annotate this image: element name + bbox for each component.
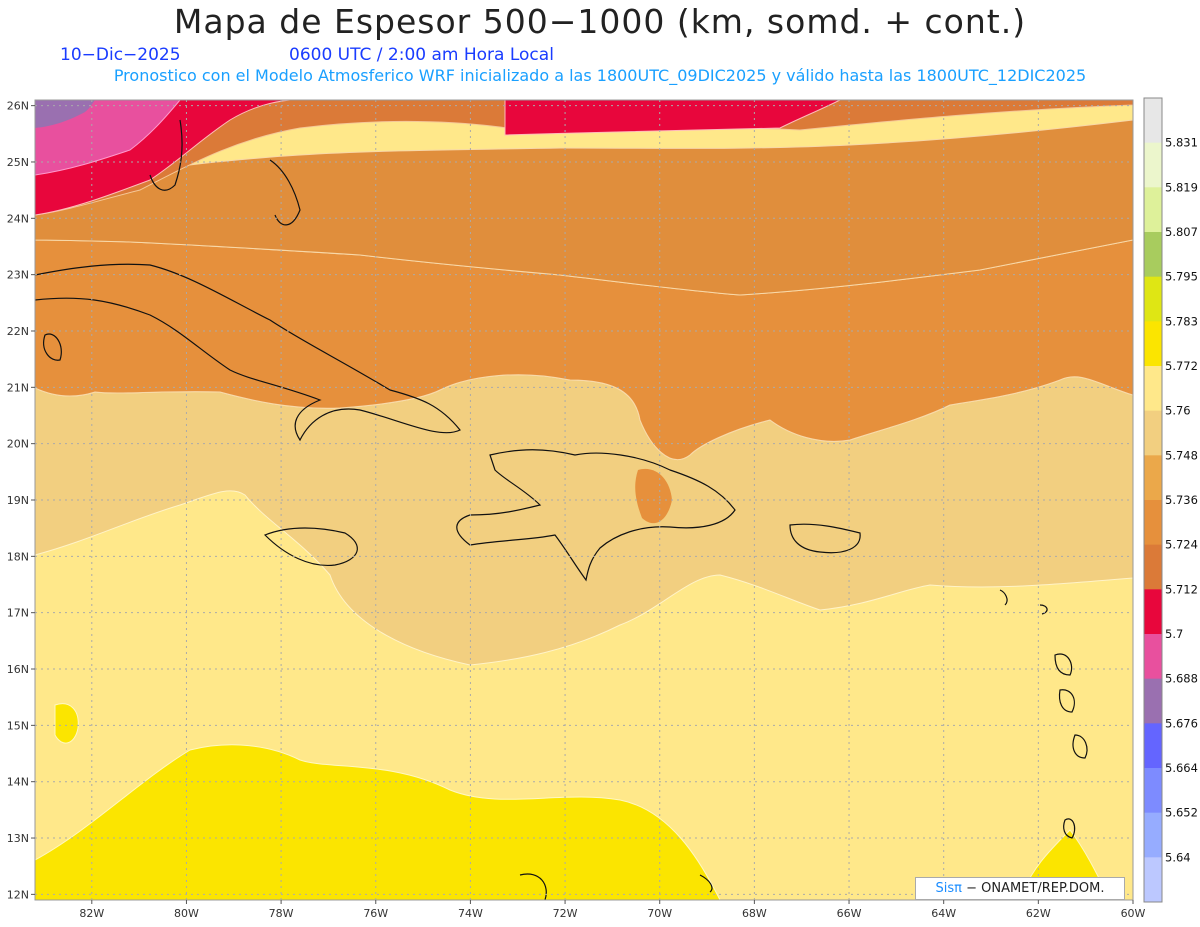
forecast-subtitle: Pronostico con el Modelo Atmosferico WRF… <box>113 66 1087 85</box>
colorbar-label: 5.772 <box>1165 359 1198 373</box>
lon-label: 62W <box>1026 907 1051 920</box>
lat-label: 24N <box>7 212 29 225</box>
credit-text: − ONAMET/REP.DOM. <box>966 881 1105 896</box>
credit-brand: Sisπ <box>935 881 962 896</box>
lat-label: 18N <box>7 550 29 563</box>
lon-label: 74W <box>458 907 483 920</box>
colorbar: 5.831 5.819 5.807 5.795 5.783 5.772 5.76 5.748 5… <box>1143 97 1198 903</box>
colorbar-swatch <box>1144 678 1162 724</box>
colorbar-label: 5.664 <box>1165 761 1198 775</box>
colorbar-label: 5.76 <box>1165 404 1191 418</box>
lat-label: 25N <box>7 156 29 169</box>
forecast-time: 0600 UTC / 2:00 am Hora Local <box>289 45 554 65</box>
lat-label: 16N <box>7 663 29 676</box>
colorbar-label: 5.688 <box>1165 672 1198 686</box>
colorbar-label: 5.831 <box>1165 136 1198 150</box>
coastlines <box>35 119 1088 900</box>
colorbar-swatch <box>1144 500 1162 546</box>
lat-label: 20N <box>7 438 29 451</box>
map-title: Mapa de Espesor 500−1000 (km, somd. + co… <box>173 2 1027 41</box>
lat-label: 22N <box>7 325 29 338</box>
lat-label: 12N <box>7 888 29 901</box>
colorbar-label: 5.783 <box>1165 314 1198 328</box>
colorbar-label: 5.819 <box>1165 180 1198 194</box>
lat-label: 15N <box>7 719 29 732</box>
longitude-labels: 82W 80W 78W 76W 74W 72W 70W 68W 66W 64W 62W 60W <box>79 900 1146 920</box>
colorbar-swatch <box>1144 232 1162 278</box>
colorbar-swatch <box>1144 634 1162 680</box>
colorbar-label: 5.807 <box>1165 225 1198 239</box>
colorbar-swatch <box>1144 455 1162 501</box>
colorbar-swatch <box>1144 321 1162 367</box>
credit-box: Sisπ − ONAMET/REP.DOM. <box>915 877 1125 900</box>
colorbar-swatch <box>1144 544 1162 590</box>
forecast-date: 10−Dic−2025 <box>60 45 181 65</box>
lat-label: 13N <box>7 832 29 845</box>
colorbar-swatch <box>1144 812 1162 858</box>
lat-label: 14N <box>7 776 29 789</box>
colorbar-swatch <box>1144 768 1162 814</box>
colorbar-swatch <box>1144 366 1162 412</box>
colorbar-swatch <box>1144 857 1162 903</box>
lon-label: 78W <box>269 907 294 920</box>
colorbar-swatch <box>1144 410 1162 456</box>
lon-label: 82W <box>79 907 104 920</box>
lat-label: 26N <box>7 100 29 113</box>
colorbar-frame <box>1143 97 1163 903</box>
lon-label: 80W <box>174 907 199 920</box>
lon-label: 72W <box>553 907 578 920</box>
lon-label: 70W <box>647 907 672 920</box>
colorbar-swatch <box>1144 187 1162 233</box>
lat-label: 21N <box>7 381 29 394</box>
colorbar-label: 5.748 <box>1165 448 1198 462</box>
lon-label: 68W <box>742 907 767 920</box>
colorbar-label: 5.724 <box>1165 538 1198 552</box>
lon-label: 60W <box>1121 907 1146 920</box>
lon-label: 76W <box>363 907 388 920</box>
colorbar-swatch <box>1144 98 1162 144</box>
latitude-labels: 26N 25N 24N 23N 22N 21N 20N 19N 18N 17N 16N 15N 14N 1… <box>7 100 35 901</box>
colorbar-swatch <box>1144 589 1162 635</box>
colorbar-label: 5.652 <box>1165 806 1198 820</box>
colorbar-label: 5.712 <box>1165 582 1198 596</box>
colorbar-label: 5.736 <box>1165 493 1198 507</box>
colorbar-label: 5.795 <box>1165 270 1198 284</box>
colorbar-label: 5.676 <box>1165 716 1198 730</box>
lon-label: 64W <box>931 907 956 920</box>
lat-label: 19N <box>7 494 29 507</box>
colorbar-swatch <box>1144 276 1162 322</box>
lat-label: 17N <box>7 607 29 620</box>
filled-contours <box>35 100 1133 900</box>
colorbar-label: 5.64 <box>1165 850 1191 864</box>
colorbar-label: 5.7 <box>1165 627 1183 641</box>
lon-label: 66W <box>837 907 862 920</box>
lat-label: 23N <box>7 269 29 282</box>
colorbar-swatch <box>1144 142 1162 188</box>
colorbar-swatch <box>1144 723 1162 769</box>
